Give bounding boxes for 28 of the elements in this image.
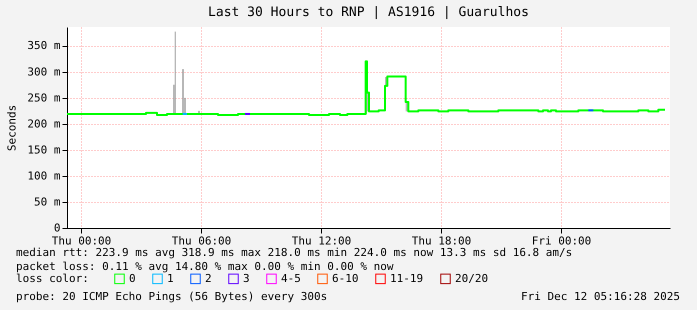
x-tick-label: Thu 00:00 <box>52 234 112 248</box>
legend-label: 1 <box>167 272 174 285</box>
text: probe: 20 ICMP Echo Pings (56 Bytes) every 300s <box>16 290 328 303</box>
y-tick-label: 300 m <box>27 65 61 78</box>
chart-title: Last 30 Hours to RNP | AS1916 | Guarulhos <box>208 5 529 20</box>
legend-label: 11-19 <box>390 272 424 285</box>
y-tick-label: 350 m <box>27 39 61 52</box>
text: Fri Dec 12 05:16:28 2025 <box>521 290 680 303</box>
y-tick-label: 50 m <box>34 195 61 208</box>
legend-label: 0 <box>129 272 136 285</box>
y-tick-label: 250 m <box>27 91 61 104</box>
y-axis-title: Seconds <box>5 104 18 152</box>
legend-label: 2 <box>205 272 212 285</box>
y-tick-label: 150 m <box>27 143 61 156</box>
x-tick-label: Thu 18:00 <box>412 234 472 248</box>
legend-label: 6-10 <box>332 272 358 285</box>
text: packet loss: 0.11 % avg 14.80 % max 0.00 % min 0.00 % now <box>16 260 394 273</box>
legend-label: 20/20 <box>455 272 488 285</box>
legend-title: loss color: <box>16 272 89 285</box>
y-tick-label: 200 m <box>27 117 61 130</box>
x-tick-label: Thu 06:00 <box>172 234 232 248</box>
y-tick-label: 0 <box>54 222 60 234</box>
text: median rtt: 223.9 ms avg 318.9 ms max 218.0 ms min 224.0 ms now 13.3 ms sd 16.8 am/s <box>16 246 572 259</box>
x-tick-label: Fri 00:00 <box>532 234 592 248</box>
y-tick-label: 100 m <box>27 169 61 182</box>
legend-label: 3 <box>243 272 250 285</box>
x-tick-label: Thu 12:00 <box>292 234 352 248</box>
legend-label: 4-5 <box>281 272 301 285</box>
